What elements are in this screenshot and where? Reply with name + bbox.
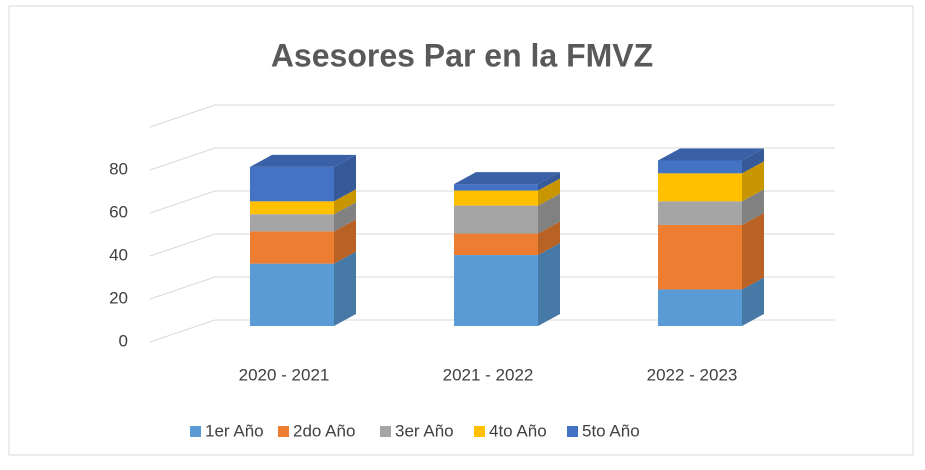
bar-top — [658, 148, 764, 161]
bar-side — [742, 212, 764, 290]
bar-segment — [250, 166, 334, 202]
grid-line — [149, 147, 835, 171]
bar-segment — [250, 231, 334, 264]
legend-swatch — [474, 426, 485, 437]
bar-side — [334, 251, 356, 326]
bar-segment — [250, 201, 334, 215]
bar-segment — [454, 190, 538, 206]
legend-label: 3er Año — [395, 421, 454, 440]
legend-label: 5to Año — [582, 421, 640, 440]
y-tick-label: 20 — [109, 288, 128, 307]
grid-line — [149, 233, 835, 257]
bar-segment — [658, 201, 742, 225]
bar-side — [742, 277, 764, 326]
y-tick-label: 40 — [109, 245, 128, 264]
y-tick-label: 60 — [109, 202, 128, 221]
legend-swatch — [567, 426, 578, 437]
grid-line — [149, 104, 835, 128]
grid-line — [149, 319, 835, 343]
bar-side — [538, 172, 560, 191]
bar-side — [538, 243, 560, 326]
grid-line — [149, 190, 835, 214]
bar-side — [334, 154, 356, 202]
bar-segment — [658, 173, 742, 202]
bar-side — [334, 189, 356, 215]
bar-segment — [658, 160, 742, 174]
bar-segment — [250, 263, 334, 326]
legend-label: 4to Año — [489, 421, 547, 440]
bar-side — [742, 161, 764, 202]
bar-side — [334, 219, 356, 264]
bar-side — [538, 193, 560, 234]
legend-swatch — [278, 426, 289, 437]
grid-line — [149, 276, 835, 300]
bar-segment — [454, 233, 538, 256]
x-tick-label: 2020 - 2021 — [239, 365, 330, 384]
bar-segment — [250, 214, 334, 232]
bar-segment — [658, 224, 742, 290]
bar-side — [334, 202, 356, 232]
legend-swatch — [190, 426, 201, 437]
legend-label: 2do Año — [293, 421, 355, 440]
bar-side — [538, 221, 560, 256]
bar-top — [454, 172, 560, 185]
chart-title: Asesores Par en la FMVZ — [271, 37, 653, 73]
bar-segment — [454, 205, 538, 234]
x-tick-label: 2021 - 2022 — [443, 365, 534, 384]
y-tick-label: 0 — [119, 331, 128, 350]
bar-side — [538, 178, 560, 206]
bar-segment — [454, 184, 538, 191]
x-tick-label: 2022 - 2023 — [647, 365, 738, 384]
y-tick-label: 80 — [109, 159, 128, 178]
legend-swatch — [380, 426, 391, 437]
bar-segment — [658, 289, 742, 326]
bar-side — [742, 189, 764, 225]
bar-segment — [454, 255, 538, 326]
legend-label: 1er Año — [205, 421, 264, 440]
bar-top — [250, 154, 356, 167]
bar-side — [742, 148, 764, 174]
